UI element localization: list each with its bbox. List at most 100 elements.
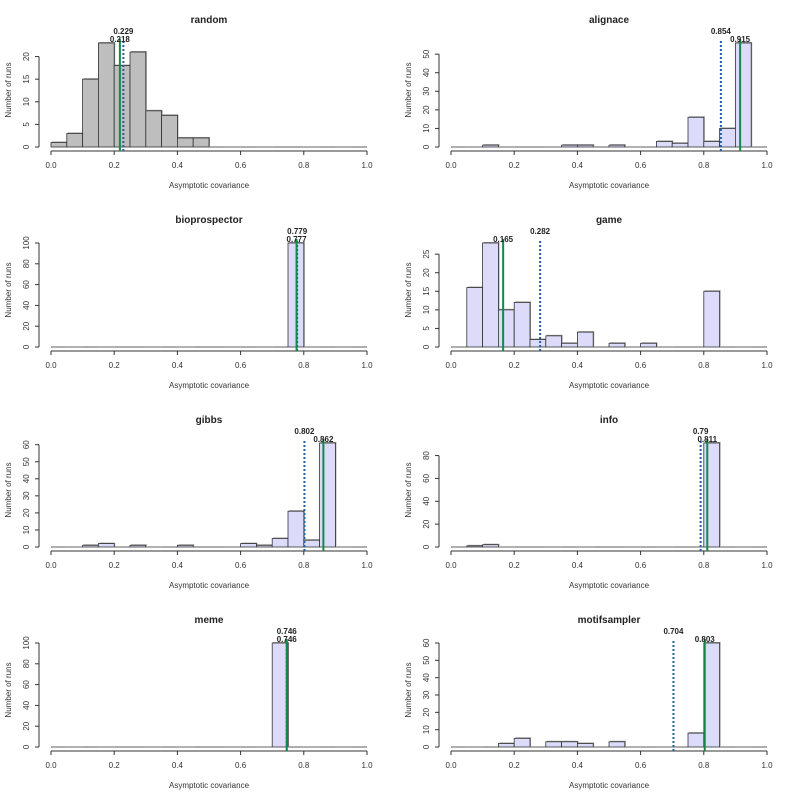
x-tick-label: 0.4	[572, 561, 584, 570]
histogram-bar	[513, 737, 531, 748]
y-tick-label: 0	[422, 344, 431, 349]
histogram-bar	[561, 342, 578, 348]
x-tick-label: 0.0	[45, 761, 57, 770]
y-tick-label: 80	[22, 259, 31, 268]
x-tick-label: 0.0	[445, 561, 457, 570]
x-tick-label: 0.0	[45, 161, 57, 170]
y-tick-label: 5	[22, 122, 31, 127]
x-tick-label: 0.4	[172, 761, 184, 770]
histogram-bar	[655, 141, 673, 148]
y-tick-label: 0	[422, 144, 431, 149]
y-axis-label: Number of runs	[404, 662, 413, 717]
histogram-bar	[466, 545, 484, 548]
x-tick-label: 1.0	[761, 361, 773, 370]
panel-title: gibbs	[196, 415, 223, 426]
y-tick-label: 15	[422, 286, 431, 295]
x-axis-label: Asymptotic covariance	[569, 181, 650, 190]
x-tick-label: 1.0	[361, 361, 373, 370]
y-tick-label: 20	[422, 105, 431, 114]
y-axis-label: Number of runs	[404, 462, 413, 517]
histogram-bar	[129, 544, 147, 548]
dotted-line-label: 0.779	[287, 227, 308, 236]
y-tick-label: 80	[422, 451, 431, 460]
histogram-bar	[498, 309, 515, 348]
x-tick-label: 0.2	[509, 761, 521, 770]
y-axis-label: Number of runs	[4, 462, 13, 517]
y-tick-label: 60	[422, 473, 431, 482]
x-tick-label: 0.6	[635, 761, 647, 770]
y-tick-label: 20	[22, 721, 31, 730]
panel-title: alignace	[589, 15, 629, 26]
histogram-panel-alignace: alignace Asymptotic covariance Number of r…	[404, 15, 773, 190]
histogram-bar	[129, 51, 147, 148]
y-axis-label: Number of runs	[4, 662, 13, 717]
y-tick-label: 15	[22, 74, 31, 83]
panel-title: random	[191, 15, 228, 26]
x-tick-label: 0.4	[172, 361, 184, 370]
x-tick-label: 0.0	[445, 761, 457, 770]
dotted-line-label: 0.746	[277, 627, 298, 636]
y-tick-label: 0	[22, 544, 31, 549]
histogram-bar	[287, 510, 305, 548]
y-tick-label: 40	[422, 496, 431, 505]
y-tick-label: 0	[422, 544, 431, 549]
y-tick-label: 50	[422, 49, 431, 58]
x-tick-label: 0.6	[635, 561, 647, 570]
histogram-bar	[466, 287, 484, 348]
y-axis-label: Number of runs	[4, 262, 13, 317]
y-tick-label: 100	[22, 636, 31, 650]
panel-title: motifsampler	[578, 615, 641, 626]
y-tick-label: 40	[422, 68, 431, 77]
y-tick-label: 50	[22, 457, 31, 466]
dotted-line-label: 0.282	[530, 227, 551, 236]
x-axis-label: Asymptotic covariance	[569, 781, 650, 790]
x-tick-label: 0.0	[445, 361, 457, 370]
histogram-bar	[576, 331, 594, 348]
solid-line-label: 0.165	[493, 235, 514, 244]
y-axis-label: Number of runs	[404, 262, 413, 317]
x-tick-label: 0.8	[698, 561, 710, 570]
histogram-bar	[640, 342, 657, 348]
dotted-line-label: 0.79	[693, 427, 709, 436]
y-axis-label: Number of runs	[404, 62, 413, 117]
y-axis-label: Number of runs	[4, 62, 13, 117]
x-tick-label: 0.2	[509, 561, 521, 570]
histogram-bar	[671, 142, 689, 148]
solid-line-label: 0.862	[313, 435, 334, 444]
x-tick-label: 0.6	[235, 161, 247, 170]
y-tick-label: 40	[422, 673, 431, 682]
x-tick-label: 0.6	[635, 161, 647, 170]
y-tick-label: 50	[422, 655, 431, 664]
panel-title: meme	[195, 615, 224, 626]
x-tick-label: 0.4	[572, 361, 584, 370]
histogram-bar	[703, 290, 720, 348]
y-tick-label: 40	[22, 474, 31, 483]
y-tick-label: 25	[422, 249, 431, 258]
solid-line-label: 0.803	[695, 635, 716, 644]
y-tick-label: 20	[422, 268, 431, 277]
y-tick-label: 20	[22, 52, 31, 61]
y-tick-label: 5	[422, 326, 431, 331]
histogram-bar	[303, 539, 320, 548]
histogram-bar	[608, 342, 626, 348]
x-tick-label: 0.2	[109, 561, 121, 570]
panel-title: bioprospector	[175, 215, 242, 226]
histogram-bar	[608, 144, 626, 148]
histogram-bar	[545, 741, 563, 748]
y-tick-label: 20	[22, 508, 31, 517]
y-tick-label: 100	[22, 236, 31, 250]
histogram-bar	[482, 144, 499, 148]
solid-line-label: 0.811	[697, 435, 717, 444]
histogram-bar	[145, 110, 163, 148]
histogram-bar	[687, 732, 705, 748]
x-tick-label: 0.8	[298, 561, 310, 570]
histogram-bar	[703, 442, 720, 548]
x-axis-label: Asymptotic covariance	[169, 781, 250, 790]
x-axis-label: Asymptotic covariance	[569, 381, 650, 390]
y-tick-label: 0	[422, 744, 431, 749]
x-tick-label: 0.4	[172, 161, 184, 170]
x-axis-label: Asymptotic covariance	[569, 581, 650, 590]
histogram-bar	[576, 144, 594, 148]
